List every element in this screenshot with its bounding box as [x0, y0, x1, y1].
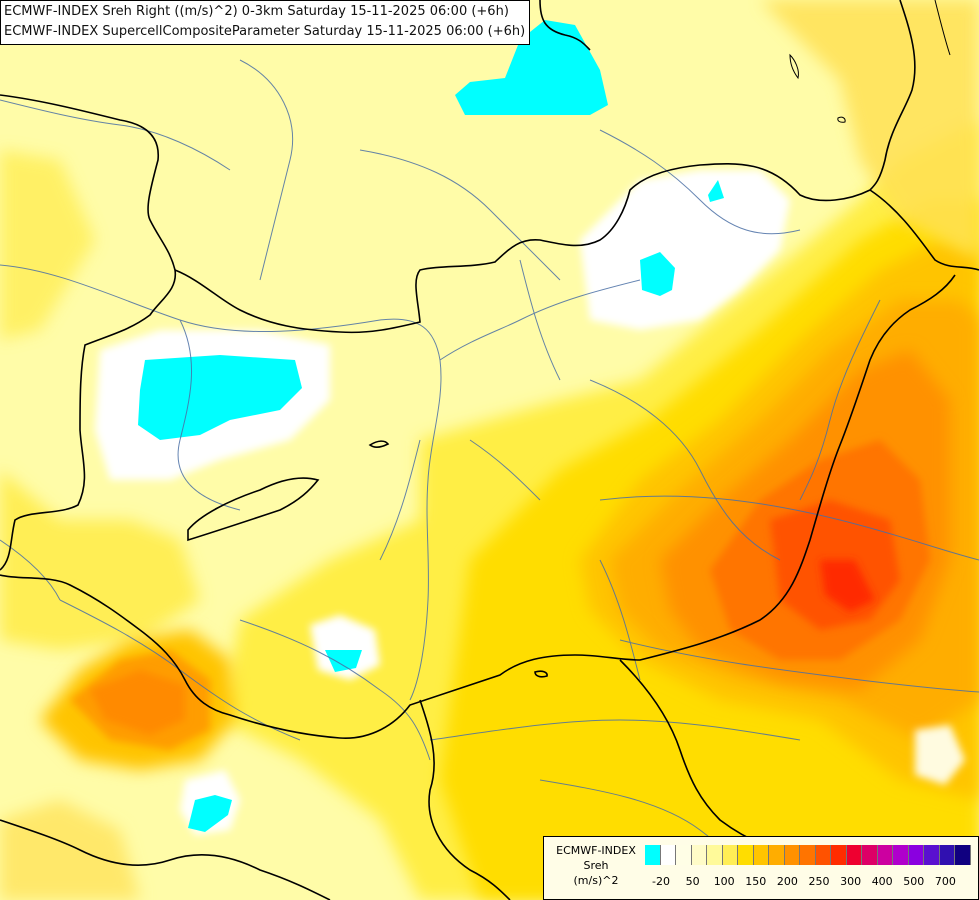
legend-tick-label: -20: [652, 875, 670, 888]
legend-swatch: [800, 845, 816, 865]
legend-tick-label: 400: [871, 875, 893, 888]
legend-swatch: [645, 845, 661, 865]
legend-tick-label: 100: [713, 875, 735, 888]
map-title-box: ECMWF-INDEX Sreh Right ((m/s)^2) 0-3km S…: [0, 0, 531, 45]
legend-swatch: [815, 845, 831, 865]
title-line-1: ECMWF-INDEX Sreh Right ((m/s)^2) 0-3km S…: [4, 4, 509, 19]
legend-swatch: [738, 845, 754, 865]
legend-tick-label: 700: [934, 875, 956, 888]
legend-swatch: [939, 845, 955, 865]
legend-swatch: [691, 845, 707, 865]
legend-parameter: Sreh: [583, 859, 609, 872]
title-line-2: ECMWF-INDEX SupercellCompositeParameter …: [4, 24, 526, 39]
legend-swatch: [722, 845, 738, 865]
legend-swatches: [645, 845, 971, 865]
legend-swatch: [769, 845, 785, 865]
legend-tick-label: 250: [808, 875, 830, 888]
coast-lines: [789, 0, 951, 123]
legend-tick-label: 300: [840, 875, 862, 888]
legend-tick-label: 200: [776, 875, 798, 888]
legend-swatch: [877, 845, 893, 865]
legend-swatch: [893, 845, 909, 865]
legend-swatch: [908, 845, 924, 865]
legend-swatch: [846, 845, 862, 865]
legend-swatch: [924, 845, 940, 865]
legend-swatch: [784, 845, 800, 865]
legend-swatch: [955, 845, 971, 865]
legend-swatch: [753, 845, 769, 865]
color-legend: ECMWF-INDEX Sreh (m/s)^2 -20 50 100 150 200 2…: [543, 836, 979, 900]
legend-swatch: [831, 845, 847, 865]
legend-swatch: [676, 845, 692, 865]
legend-tick-label: 150: [745, 875, 767, 888]
legend-swatch: [660, 845, 676, 865]
legend-ticks: -20 50 100 150 200 250 300 400 500 700: [645, 875, 975, 889]
legend-tick-label: 500: [903, 875, 925, 888]
legend-tick-label: 50: [685, 875, 700, 888]
legend-source: ECMWF-INDEX: [556, 844, 636, 857]
legend-unit: (m/s)^2: [573, 874, 619, 887]
legend-swatch: [862, 845, 878, 865]
legend-swatch: [707, 845, 723, 865]
